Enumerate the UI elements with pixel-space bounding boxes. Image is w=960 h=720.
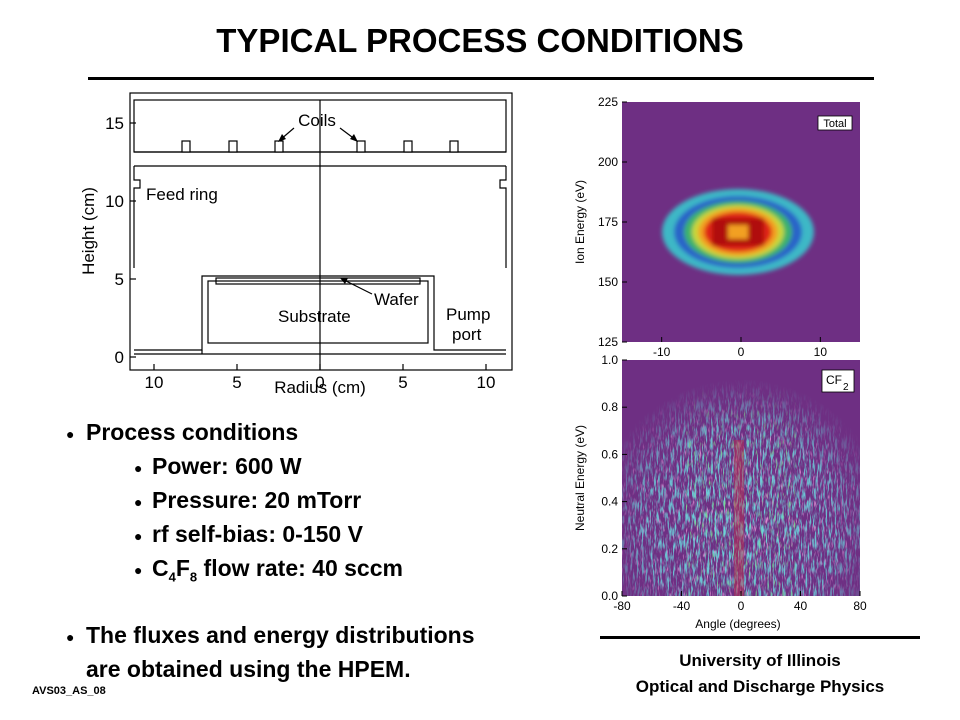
coils-label: Coils <box>298 111 336 130</box>
footer-affiliation: University of Illinois Optical and Disch… <box>600 648 920 700</box>
sub-bullet-item: ● Power: 600 W <box>66 450 586 484</box>
coil <box>403 140 413 153</box>
ion-x-tick: 0 <box>738 345 745 359</box>
sub-bullet-item: ● rf self-bias: 0-150 V <box>66 518 586 552</box>
reactor-diagram: 15 10 5 0 10 5 0 5 10 Coils Feed ring Wa… <box>79 92 513 392</box>
bullet-dot-icon: ● <box>134 493 143 510</box>
y-tick: 0 <box>115 348 124 367</box>
bullet-item: ● Process conditions <box>66 416 586 450</box>
bullet-continuation: are obtained using the HPEM. <box>86 656 411 683</box>
ion-y-tick: 150 <box>598 275 618 289</box>
sub-bullet-item: ● C4F8 flow rate: 40 sccm <box>134 554 403 585</box>
neutral-x-axis-label: Angle (degrees) <box>695 617 780 631</box>
substrate-block <box>207 280 429 344</box>
ion-energy-chart: Total -10 0 10 125 150 175 200 225 Ion Energy (… <box>573 95 860 359</box>
neutral-axis-ticks: -80 -40 0 40 80 0.0 0.2 0.4 0.6 0.8 1.0 <box>601 353 867 613</box>
neutral-legend-label: CF <box>826 373 842 387</box>
ion-x-tick: 10 <box>814 345 828 359</box>
ion-legend-label: Total <box>823 118 846 130</box>
neutral-legend-subscript: 2 <box>843 382 849 393</box>
y-tick: 10 <box>105 192 124 211</box>
coil <box>274 140 284 153</box>
neutral-x-tick: -80 <box>613 599 631 613</box>
coil <box>181 140 191 153</box>
ion-axis-ticks: -10 0 10 125 150 175 200 225 <box>598 95 827 359</box>
bullet-item: ● The fluxes and energy distributions <box>66 619 586 653</box>
neutral-center-band <box>734 440 744 596</box>
wafer-label: Wafer <box>374 290 419 309</box>
x-tick: 10 <box>145 373 164 392</box>
neutral-y-tick: 0.6 <box>601 447 618 461</box>
bullet-dot-icon: ● <box>66 629 75 646</box>
bullet-dot-icon: ● <box>134 459 143 476</box>
ion-y-tick: 175 <box>598 215 618 229</box>
x-axis-label: Radius (cm) <box>274 378 366 397</box>
ion-y-tick: 125 <box>598 335 618 349</box>
neutral-x-tick: 80 <box>853 599 867 613</box>
coil <box>356 140 366 153</box>
x-tick: 5 <box>232 373 241 392</box>
process-conditions-list: ● Process conditions ● Power: 600 W ● Press… <box>66 416 586 685</box>
bullet-dot-icon: ● <box>66 425 75 442</box>
bullet-dot-icon: ● <box>134 527 143 544</box>
neutral-y-tick: 0.2 <box>601 542 618 556</box>
coil <box>449 140 459 153</box>
pump-label: Pump <box>446 305 490 324</box>
port-label: port <box>452 325 482 344</box>
y-tick: 15 <box>105 114 124 133</box>
neutral-y-axis-label: Neutral Energy (eV) <box>573 425 587 531</box>
reactor-frame <box>129 92 513 371</box>
ion-y-tick: 200 <box>598 155 618 169</box>
slide-title: TYPICAL PROCESS CONDITIONS <box>216 22 744 59</box>
wafer <box>215 277 421 285</box>
y-axis-label: Height (cm) <box>79 187 98 275</box>
neutral-y-tick: 1.0 <box>601 353 618 367</box>
title-rule <box>88 77 874 80</box>
feed-ring-label: Feed ring <box>146 185 218 204</box>
coil <box>228 140 238 153</box>
x-tick: 0 <box>315 373 324 392</box>
neutral-x-tick: 0 <box>738 599 745 613</box>
neutral-x-tick: 40 <box>794 599 808 613</box>
footer-line2: Optical and Discharge Physics <box>635 677 885 696</box>
ion-legend-box <box>817 115 853 131</box>
ion-distribution-blob <box>662 189 814 275</box>
footer-rule <box>600 636 920 639</box>
y-tick: 5 <box>115 270 124 289</box>
neutral-energy-chart: CF 2 -80 -40 0 40 80 0.0 0.2 0.4 0.6 0.8 1.0 Angle… <box>573 353 867 631</box>
bullet-dot-icon: ● <box>134 561 143 578</box>
substrate-label: Substrate <box>278 307 351 326</box>
x-tick: 5 <box>398 373 407 392</box>
neutral-x-tick: -40 <box>673 599 691 613</box>
neutral-y-tick: 0.4 <box>601 495 618 509</box>
footer-line1: University of Illinois <box>679 651 841 670</box>
neutral-y-tick: 0.0 <box>601 589 618 603</box>
neutral-legend-box <box>821 369 855 393</box>
neutral-y-tick: 0.8 <box>601 400 618 414</box>
ion-x-tick: -10 <box>653 345 671 359</box>
x-tick: 10 <box>477 373 496 392</box>
sub-bullet-item: ● Pressure: 20 mTorr <box>66 484 586 518</box>
ion-y-tick: 225 <box>598 95 618 109</box>
slide-code: AVS03_AS_08 <box>32 685 106 697</box>
ion-y-axis-label: Ion Energy (eV) <box>573 180 587 264</box>
